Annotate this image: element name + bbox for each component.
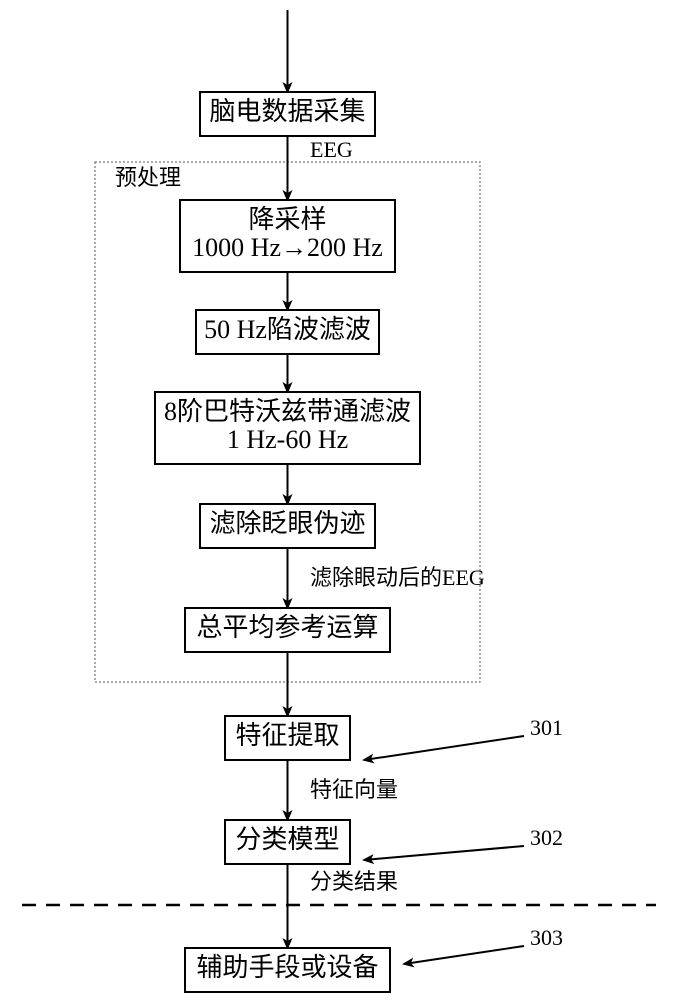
edge-label-eeg: EEG: [310, 137, 353, 162]
flow-node-text: 辅助手段或设备: [196, 953, 378, 982]
flow-node-text: 脑电数据采集: [209, 97, 365, 126]
preprocess-label: 预处理: [115, 165, 181, 190]
flowchart-canvas: 预处理 脑电数据采集降采样1000 Hz→200 Hz 50 Hz陷波滤波 8阶巴特…: [0, 0, 673, 1000]
flow-node-text: 1 Hz-60 Hz: [227, 425, 348, 454]
callout-label-c303: 303: [530, 925, 563, 950]
flow-node-text: 降采样: [248, 205, 326, 234]
callout-line-c302: [364, 846, 524, 860]
flow-nodes: 脑电数据采集降采样1000 Hz→200 Hz 50 Hz陷波滤波 8阶巴特沃兹带通…: [155, 92, 420, 992]
flow-node-text: 特征提取: [235, 721, 339, 750]
callout-line-c303: [404, 946, 524, 964]
flow-node-text: 滤除眨眼伪迹: [209, 509, 365, 538]
callout-label-c302: 302: [530, 825, 563, 850]
reference-callouts: 301 302 303: [364, 715, 563, 964]
flow-node-text: 50 Hz陷波滤波: [204, 315, 371, 344]
flow-node-text: 8阶巴特沃兹带通滤波: [164, 397, 411, 426]
callout-line-c301: [364, 736, 524, 760]
callout-label-c301: 301: [530, 715, 563, 740]
flow-node-text: 分类模型: [235, 825, 339, 854]
flow-node-text: 总平均参考运算: [196, 613, 378, 642]
edge-label-after_blink: 滤除眼动后的EEG: [310, 565, 485, 590]
edge-label-cls_result: 分类结果: [310, 869, 398, 894]
edge-label-feat_vec: 特征向量: [310, 777, 398, 802]
flow-node-text: 1000 Hz→200 Hz: [192, 233, 383, 262]
